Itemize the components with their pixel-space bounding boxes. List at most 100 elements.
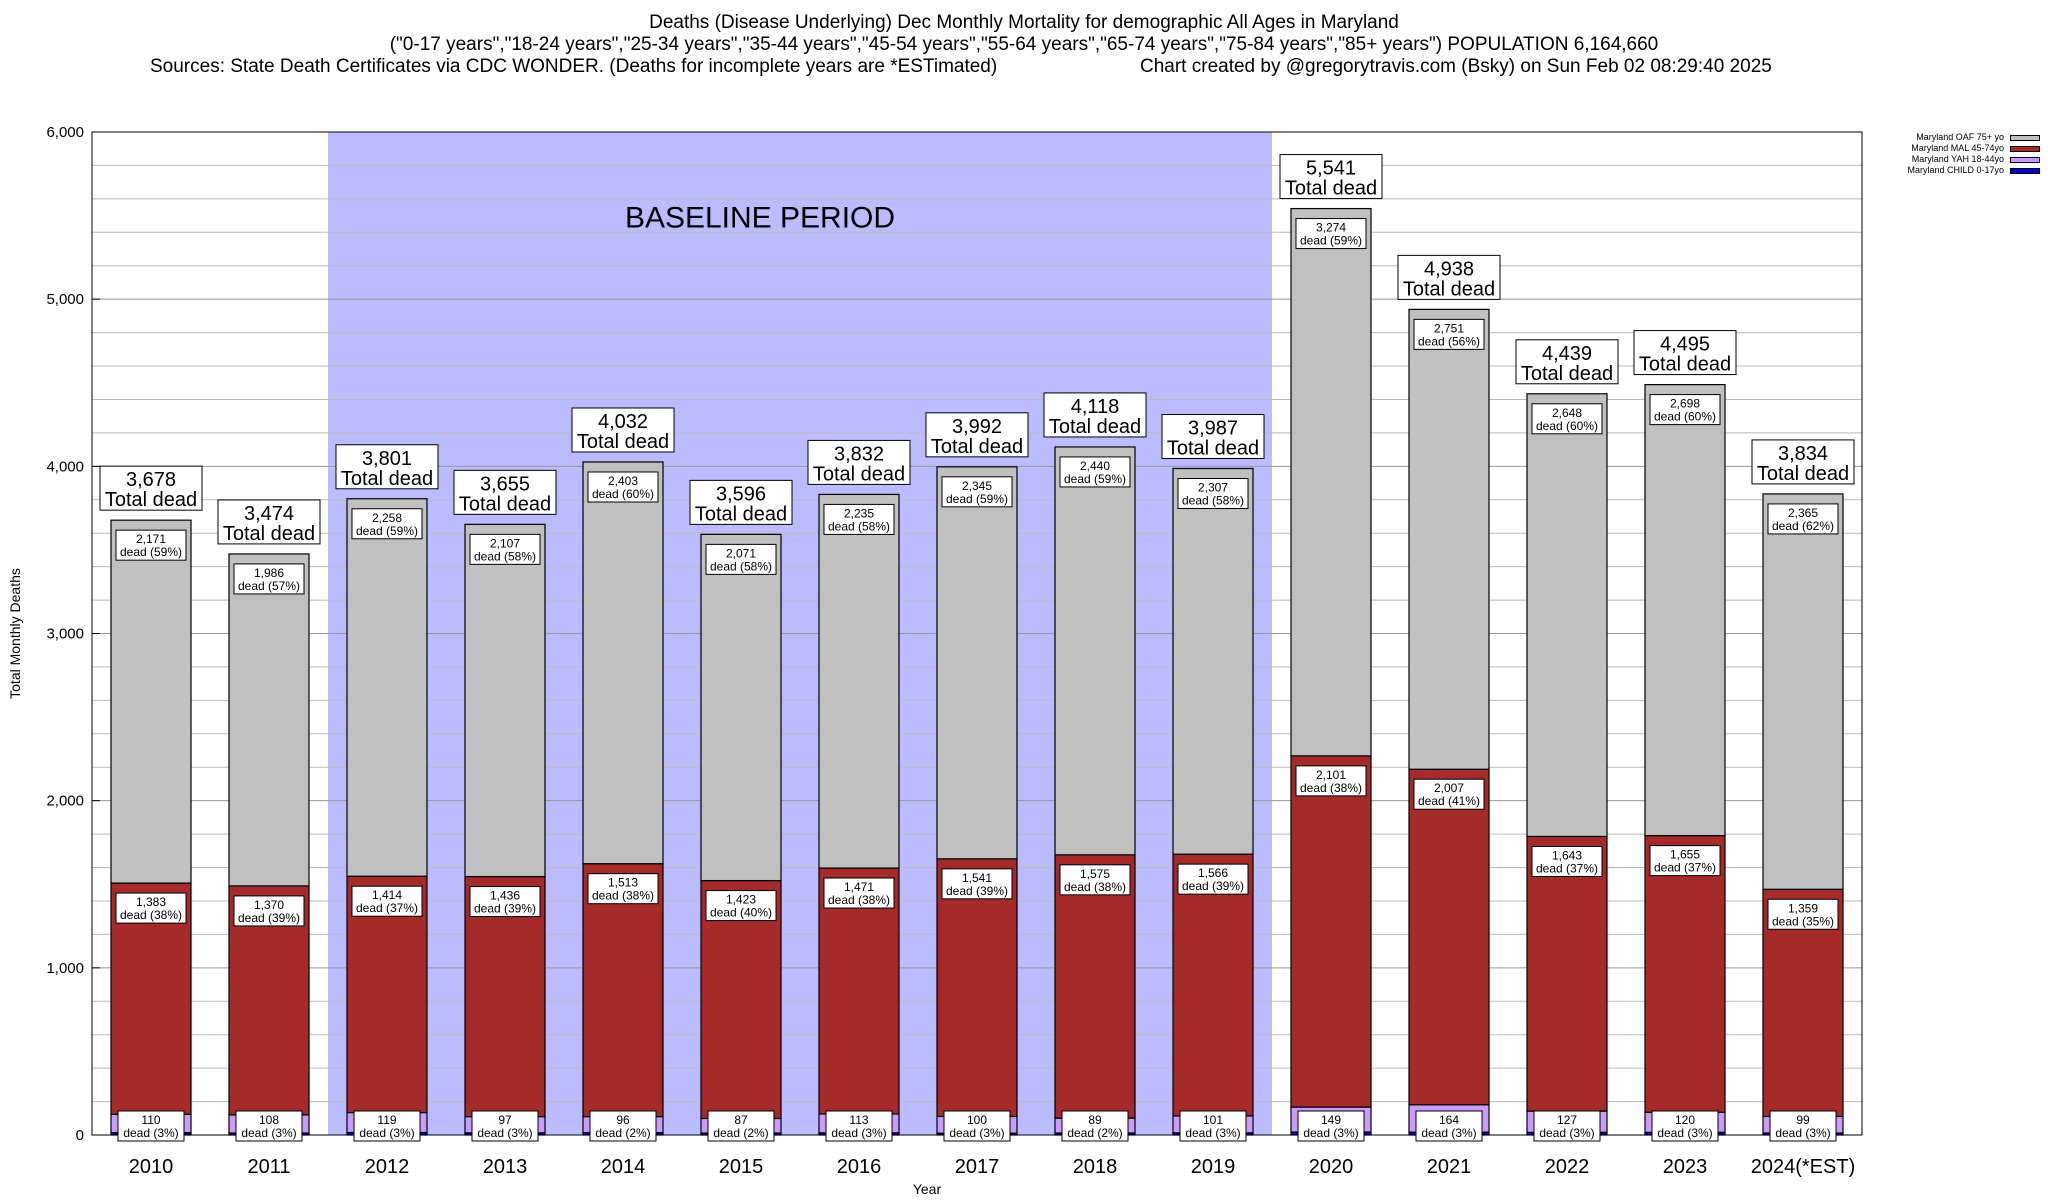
bar-segment <box>818 493 900 869</box>
yah-label-pct: dead (2%) <box>1067 1126 1122 1140</box>
mal-label-pct: dead (39%) <box>474 902 536 916</box>
mal-label-pct: dead (37%) <box>356 901 418 915</box>
mal-label-value: 2,101 <box>1316 768 1346 782</box>
y-tick-label: 6,000 <box>46 124 84 141</box>
mal-label-pct: dead (38%) <box>828 893 890 907</box>
legend-entry: Maryland MAL 45-74yo <box>1907 143 2040 154</box>
mal-label-pct: dead (37%) <box>1654 861 1716 875</box>
oaf-label-box <box>1295 218 1367 250</box>
mal-label-box <box>1767 898 1839 930</box>
total-caption: Total dead <box>459 493 551 515</box>
legend-entry: Maryland OAF 75+ yo <box>1907 132 2040 143</box>
mal-label-box <box>1531 845 1603 877</box>
mal-label-value: 1,423 <box>726 893 756 907</box>
total-caption: Total dead <box>695 503 787 525</box>
y-tick-label: 4,000 <box>46 458 84 475</box>
total-label-box <box>453 469 557 515</box>
mal-label-pct: dead (39%) <box>946 884 1008 898</box>
total-caption: Total dead <box>1757 463 1849 485</box>
total-value: 4,118 <box>1071 396 1120 418</box>
mal-label-box <box>1177 863 1249 895</box>
mal-label-value: 1,370 <box>254 898 284 912</box>
mal-label-pct: dead (35%) <box>1772 914 1834 928</box>
chart-subtitle: ("0-17 years","18-24 years","25-34 years… <box>389 34 1659 55</box>
x-tick-label: 2019 <box>1191 1156 1236 1178</box>
mal-label-value: 1,471 <box>844 880 874 894</box>
total-value: 3,992 <box>952 416 1002 438</box>
oaf-label-box <box>1649 394 1721 426</box>
oaf-label-box <box>587 471 659 503</box>
oaf-label-pct: dead (59%) <box>120 545 182 559</box>
yah-label-value: 120 <box>1675 1113 1695 1127</box>
yah-label-box <box>825 1110 893 1142</box>
mal-label-box <box>1059 864 1131 896</box>
total-value: 3,832 <box>834 443 884 465</box>
oaf-label-pct: dead (62%) <box>1772 519 1834 533</box>
oaf-label-pct: dead (60%) <box>1536 419 1598 433</box>
oaf-label-box <box>1059 456 1131 488</box>
total-caption: Total dead <box>223 523 315 545</box>
x-tick-label: 2014 <box>601 1156 646 1178</box>
oaf-label-value: 2,171 <box>136 532 166 546</box>
bar-segment <box>1054 446 1136 856</box>
mal-label-box <box>705 890 777 922</box>
mal-label-box <box>233 895 305 927</box>
oaf-label-value: 2,345 <box>962 479 992 493</box>
total-caption: Total dead <box>577 431 669 453</box>
legend-swatch <box>2010 156 2040 163</box>
mal-label-box <box>1413 778 1485 810</box>
bar-segment <box>228 553 310 887</box>
yah-label-pct: dead (3%) <box>949 1126 1004 1140</box>
total-caption: Total dead <box>1403 278 1495 300</box>
oaf-label-value: 3,274 <box>1316 221 1346 235</box>
total-label-box <box>571 407 675 453</box>
legend-swatch <box>2010 167 2040 174</box>
total-value: 4,032 <box>598 411 648 433</box>
mal-label-pct: dead (38%) <box>1064 880 1126 894</box>
oaf-label-pct: dead (56%) <box>1418 334 1480 348</box>
total-label-box <box>925 412 1029 458</box>
yah-label-value: 108 <box>259 1113 279 1127</box>
mal-label-value: 1,414 <box>372 888 402 902</box>
mal-label-value: 1,566 <box>1198 866 1228 880</box>
total-value: 3,834 <box>1778 443 1828 465</box>
oaf-label-pct: dead (58%) <box>710 559 772 573</box>
oaf-label-box <box>233 563 305 595</box>
total-label-box <box>1633 330 1737 376</box>
oaf-label-box <box>705 543 777 575</box>
yah-label-box <box>589 1110 657 1142</box>
oaf-label-box <box>1531 403 1603 435</box>
yah-label-pct: dead (3%) <box>1421 1126 1476 1140</box>
yah-label-box <box>471 1110 539 1142</box>
legend-label: Maryland CHILD 0-17yo <box>1907 165 2004 175</box>
x-tick-label: 2015 <box>719 1156 764 1178</box>
x-tick-label: 2017 <box>955 1156 1000 1178</box>
baseline-label: BASELINE PERIOD <box>625 201 895 234</box>
x-tick-label: 2010 <box>129 1156 174 1178</box>
oaf-label-value: 2,403 <box>608 474 638 488</box>
yah-label-box <box>1061 1110 1129 1142</box>
chart-sources: Sources: State Death Certificates via CD… <box>150 56 998 77</box>
bar-segment <box>1408 768 1490 1106</box>
x-tick-label: 2018 <box>1073 1156 1118 1178</box>
oaf-label-value: 2,440 <box>1080 459 1110 473</box>
yah-label-box <box>943 1110 1011 1142</box>
yah-label-value: 89 <box>1088 1113 1102 1127</box>
total-caption: Total dead <box>1521 363 1613 385</box>
legend-entry: Maryland YAH 18-44yo <box>1907 154 2040 165</box>
x-tick-label: 2022 <box>1545 1156 1590 1178</box>
total-value: 3,801 <box>362 448 412 470</box>
yah-label-box <box>353 1110 421 1142</box>
mal-label-box <box>587 873 659 905</box>
oaf-label-value: 2,107 <box>490 536 520 550</box>
mal-label-value: 1,643 <box>1552 848 1582 862</box>
oaf-label-pct: dead (59%) <box>356 524 418 538</box>
chart-header: Deaths (Disease Underlying) Dec Monthly … <box>0 12 2048 78</box>
total-label-box <box>807 439 911 485</box>
yah-label-pct: dead (3%) <box>123 1126 178 1140</box>
bar-segment <box>1526 835 1608 1112</box>
yah-label-pct: dead (3%) <box>831 1126 886 1140</box>
total-label-box <box>1397 254 1501 300</box>
yah-label-box <box>1297 1110 1365 1142</box>
oaf-label-value: 2,071 <box>726 546 756 560</box>
